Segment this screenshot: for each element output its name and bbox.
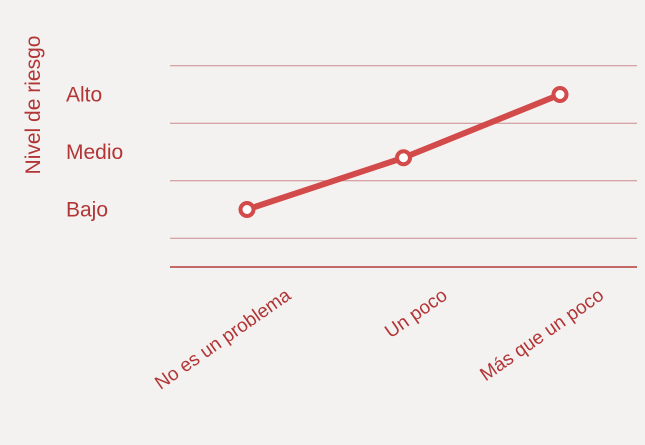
data-point — [551, 86, 569, 103]
y-tick-label: Bajo — [66, 199, 108, 222]
x-tick-label: Más que un poco — [476, 285, 607, 386]
y-axis-label: Nivel de riesgo — [22, 36, 45, 175]
y-tick-label: Medio — [66, 141, 123, 164]
gridlines — [170, 65, 637, 239]
y-tick-label: Alto — [66, 84, 102, 107]
x-tick-label: No es un problema — [151, 285, 295, 395]
y-tick-labels: Bajo Medio Alto — [66, 84, 123, 222]
x-tick-labels: No es un problema Un poco Más que un poco — [151, 285, 608, 395]
series-risk — [238, 86, 569, 218]
x-tick-label: Un poco — [381, 285, 451, 343]
data-point — [238, 201, 256, 218]
data-point — [395, 149, 412, 167]
